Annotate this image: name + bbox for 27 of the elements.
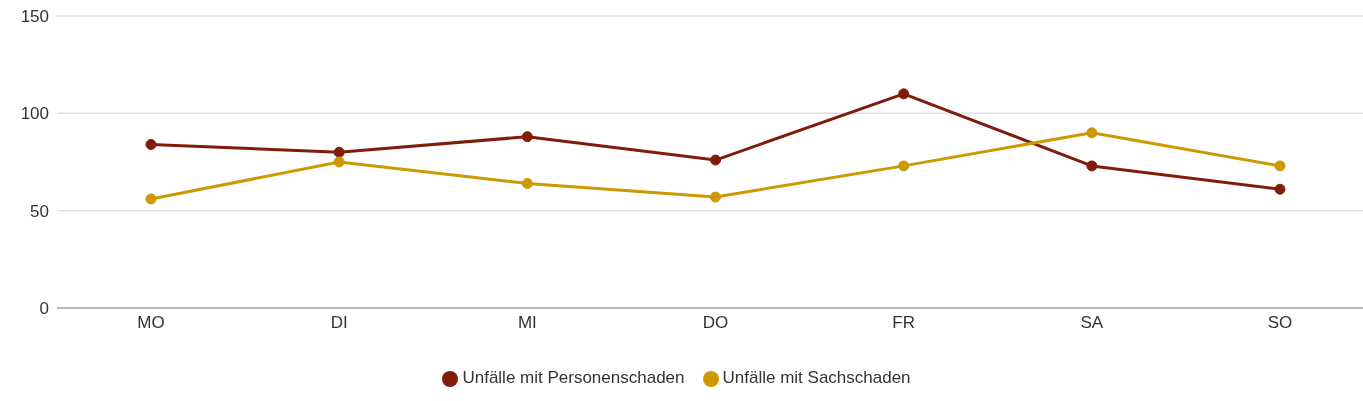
point bbox=[898, 160, 910, 172]
x-tick-label: DI bbox=[330, 313, 348, 333]
legend-label: Unfälle mit Sachschaden bbox=[722, 368, 911, 387]
point bbox=[145, 138, 157, 150]
point bbox=[1274, 160, 1286, 172]
x-tick-label: FR bbox=[892, 313, 915, 333]
y-tick-label: 0 bbox=[39, 299, 49, 319]
point bbox=[898, 88, 910, 100]
legend-label: Unfälle mit Personenschaden bbox=[462, 368, 685, 387]
point bbox=[1086, 160, 1098, 172]
x-tick-label: MO bbox=[137, 313, 165, 333]
point bbox=[710, 154, 721, 166]
y-tick-label: 150 bbox=[20, 7, 49, 27]
x-tick-label: MI bbox=[517, 313, 537, 333]
point bbox=[521, 177, 533, 189]
point bbox=[333, 146, 345, 158]
point bbox=[1086, 127, 1098, 139]
x-tick-label: SO bbox=[1267, 313, 1293, 333]
x-tick-label: DO bbox=[702, 313, 729, 333]
y-tick-label: 50 bbox=[30, 201, 49, 221]
point bbox=[710, 191, 721, 203]
point bbox=[145, 193, 157, 205]
x-tick-label: SA bbox=[1080, 313, 1104, 333]
y-tick-label: 100 bbox=[20, 104, 49, 124]
point bbox=[333, 156, 345, 168]
point bbox=[521, 131, 533, 143]
point bbox=[1274, 183, 1286, 195]
